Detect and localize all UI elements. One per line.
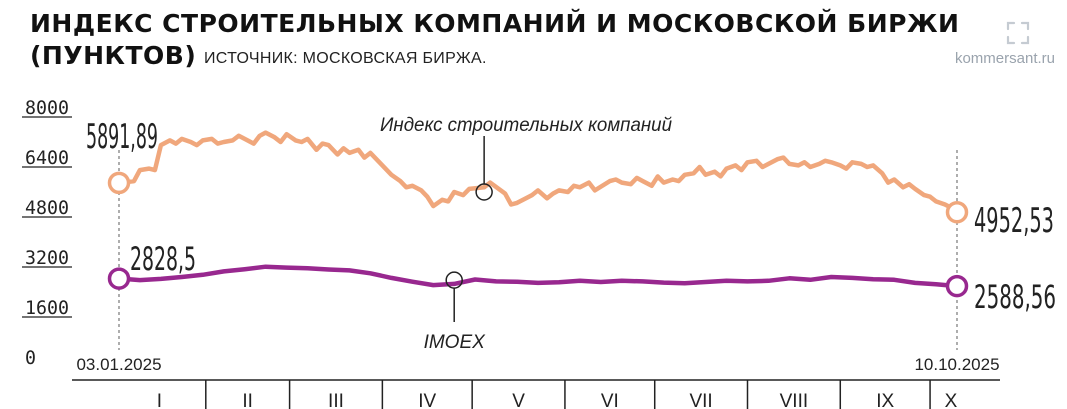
chart-title: ИНДЕКС СТРОИТЕЛЬНЫХ КОМПАНИЙ И МОСКОВСКО… <box>30 8 959 72</box>
month-label: IX <box>876 391 894 409</box>
title-line-1: ИНДЕКС СТРОИТЕЛЬНЫХ КОМПАНИЙ И МОСКОВСКО… <box>30 9 960 38</box>
expand-arrows-icon <box>1006 21 1030 45</box>
imoex-end-value: 2588,56 <box>974 278 1056 316</box>
month-label: VI <box>601 391 619 409</box>
start-date-label: 03.01.2025 <box>76 355 161 374</box>
watermark: kommersant.ru <box>954 50 1055 67</box>
y-tick-label: 8000 <box>25 97 69 119</box>
month-label: IV <box>418 391 436 409</box>
construction-index-line <box>116 130 960 215</box>
title-line-2: (ПУНКТОВ) <box>30 41 197 70</box>
y-tick-label: 0 <box>25 347 36 369</box>
labels-layer: 5891,89 4952,53 2828,5 2588,56 Индекс строит… <box>86 115 1056 353</box>
end-date-label: 10.10.2025 <box>914 355 999 374</box>
series-layer <box>107 130 969 298</box>
month-label: X <box>945 391 958 409</box>
month-label: V <box>512 391 525 409</box>
month-label: III <box>328 391 344 409</box>
month-label: II <box>242 391 253 409</box>
start-point <box>107 171 131 195</box>
construction-start-value: 5891,89 <box>86 117 158 157</box>
construction-series-label: Индекс строительных компаний <box>380 115 672 136</box>
end-point <box>945 274 969 298</box>
imoex-series-label: IMOEX <box>424 332 487 353</box>
y-tick-label: 3200 <box>25 247 69 269</box>
imoex-line <box>116 264 960 289</box>
y-tick-label: 4800 <box>25 197 69 219</box>
imoex-start-value: 2828,5 <box>130 240 196 278</box>
y-tick-label: 1600 <box>25 297 69 319</box>
month-label: VIII <box>780 391 809 409</box>
y-axis: 0 1600 3200 4800 6400 8000 <box>22 97 72 369</box>
month-label: I <box>157 391 162 409</box>
construction-end-value: 4952,53 <box>974 201 1054 241</box>
start-point <box>107 267 131 290</box>
end-point <box>945 200 969 224</box>
month-label: VII <box>689 391 712 409</box>
source-note: ИСТОЧНИК: МОСКОВСКАЯ БИРЖА. <box>204 50 487 67</box>
y-tick-label: 6400 <box>25 147 69 169</box>
